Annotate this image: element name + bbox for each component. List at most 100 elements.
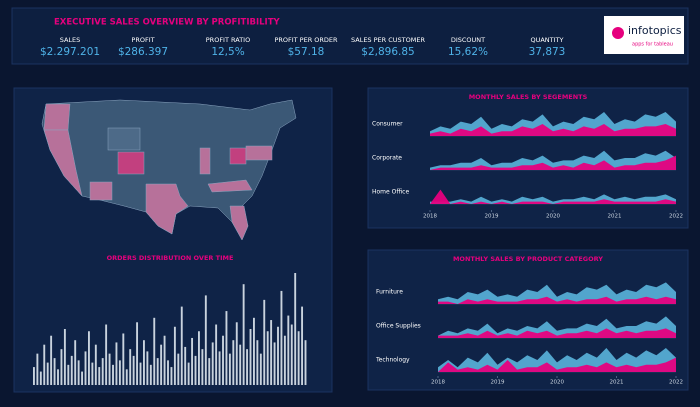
kpi-value: 37,873 <box>529 46 566 58</box>
bar <box>91 362 94 385</box>
x-tick-label: 2020 <box>546 214 560 220</box>
map-state <box>89 181 113 201</box>
kpi-label: SALES PER CUSTOMER <box>351 36 425 44</box>
bar <box>46 362 49 385</box>
bar <box>101 358 104 385</box>
area <box>438 357 676 372</box>
bar <box>287 315 290 385</box>
kpi-value: $2,896.85 <box>361 46 414 58</box>
area <box>430 155 676 170</box>
bar <box>297 331 300 385</box>
bar <box>191 337 194 385</box>
map-state <box>199 147 211 175</box>
row-label: Furniture <box>376 289 403 296</box>
bar <box>53 358 56 385</box>
bar <box>94 344 97 385</box>
bar <box>132 355 135 385</box>
bar <box>170 367 173 385</box>
kpi-bar <box>11 7 689 65</box>
bar <box>184 346 187 385</box>
bar <box>187 362 190 385</box>
bar <box>81 371 84 385</box>
bar <box>98 367 101 385</box>
map-state <box>43 103 71 131</box>
bar <box>149 364 152 385</box>
bar <box>246 349 249 385</box>
bar <box>232 340 235 385</box>
bar <box>143 340 145 385</box>
bar <box>88 331 90 385</box>
bar <box>204 295 207 385</box>
bar <box>273 342 276 385</box>
bar <box>108 353 111 385</box>
chart-title: MONTHLY SALES BY SEGEMENTS <box>469 93 588 101</box>
bar <box>139 362 142 385</box>
bar <box>36 353 39 385</box>
bar <box>180 306 183 385</box>
kpi-value: $2.297.201 <box>40 46 100 58</box>
x-tick-label: 2019 <box>485 214 499 220</box>
bar <box>211 342 214 385</box>
bar <box>218 351 221 385</box>
map-state <box>43 129 83 197</box>
bar <box>167 360 169 385</box>
bar <box>122 333 125 385</box>
map-state <box>107 127 141 151</box>
x-tick-label: 2019 <box>491 380 505 386</box>
bar <box>242 284 245 385</box>
x-tick-label: 2021 <box>608 214 622 220</box>
bar <box>70 355 73 385</box>
logo-tagline: apps for tableau <box>632 42 673 48</box>
bar <box>57 369 59 385</box>
bar <box>259 353 262 385</box>
row-label: Corporate <box>372 155 402 162</box>
bar <box>249 329 252 385</box>
bar <box>63 329 66 385</box>
bar <box>290 324 293 385</box>
bar <box>60 349 63 385</box>
bar <box>225 311 228 385</box>
bar <box>208 358 211 385</box>
bar <box>270 320 273 385</box>
bar <box>222 335 224 385</box>
bar <box>129 349 132 385</box>
bar <box>136 322 139 385</box>
bar <box>163 335 166 385</box>
bar <box>118 360 121 385</box>
x-tick-label: 2018 <box>431 380 445 386</box>
map-state <box>145 183 189 235</box>
bar <box>115 342 118 385</box>
chart-title: MONTHLY SALES BY PRODUCT CATEGORY <box>453 255 603 263</box>
bar <box>43 344 46 385</box>
bar <box>39 371 42 385</box>
kpi-label: DISCOUNT <box>451 36 485 44</box>
chart-title: ORDERS DISTRIBUTION OVER TIME <box>107 254 234 262</box>
bar <box>283 335 286 385</box>
area <box>438 328 676 338</box>
bar <box>112 364 114 385</box>
kpi-value: $286.397 <box>118 46 168 58</box>
x-tick-label: 2018 <box>423 214 437 220</box>
bar <box>146 351 149 385</box>
bar <box>198 331 200 385</box>
bar <box>67 364 70 385</box>
bar <box>239 344 242 385</box>
bar <box>304 340 307 385</box>
logo-icon <box>612 27 624 39</box>
bar <box>156 358 159 385</box>
map-state <box>245 145 273 161</box>
map-state <box>229 147 247 165</box>
kpi-value: 15,62% <box>448 46 488 58</box>
bar <box>294 273 297 385</box>
kpi-value: 12,5% <box>211 46 244 58</box>
bar <box>84 351 87 385</box>
bar <box>253 317 255 385</box>
row-label: Technology <box>375 357 410 364</box>
kpi-label: SALES <box>60 36 81 44</box>
area <box>438 296 676 304</box>
x-tick-label: 2020 <box>550 380 564 386</box>
bar <box>228 353 231 385</box>
bar <box>77 360 80 385</box>
bar <box>50 335 53 385</box>
